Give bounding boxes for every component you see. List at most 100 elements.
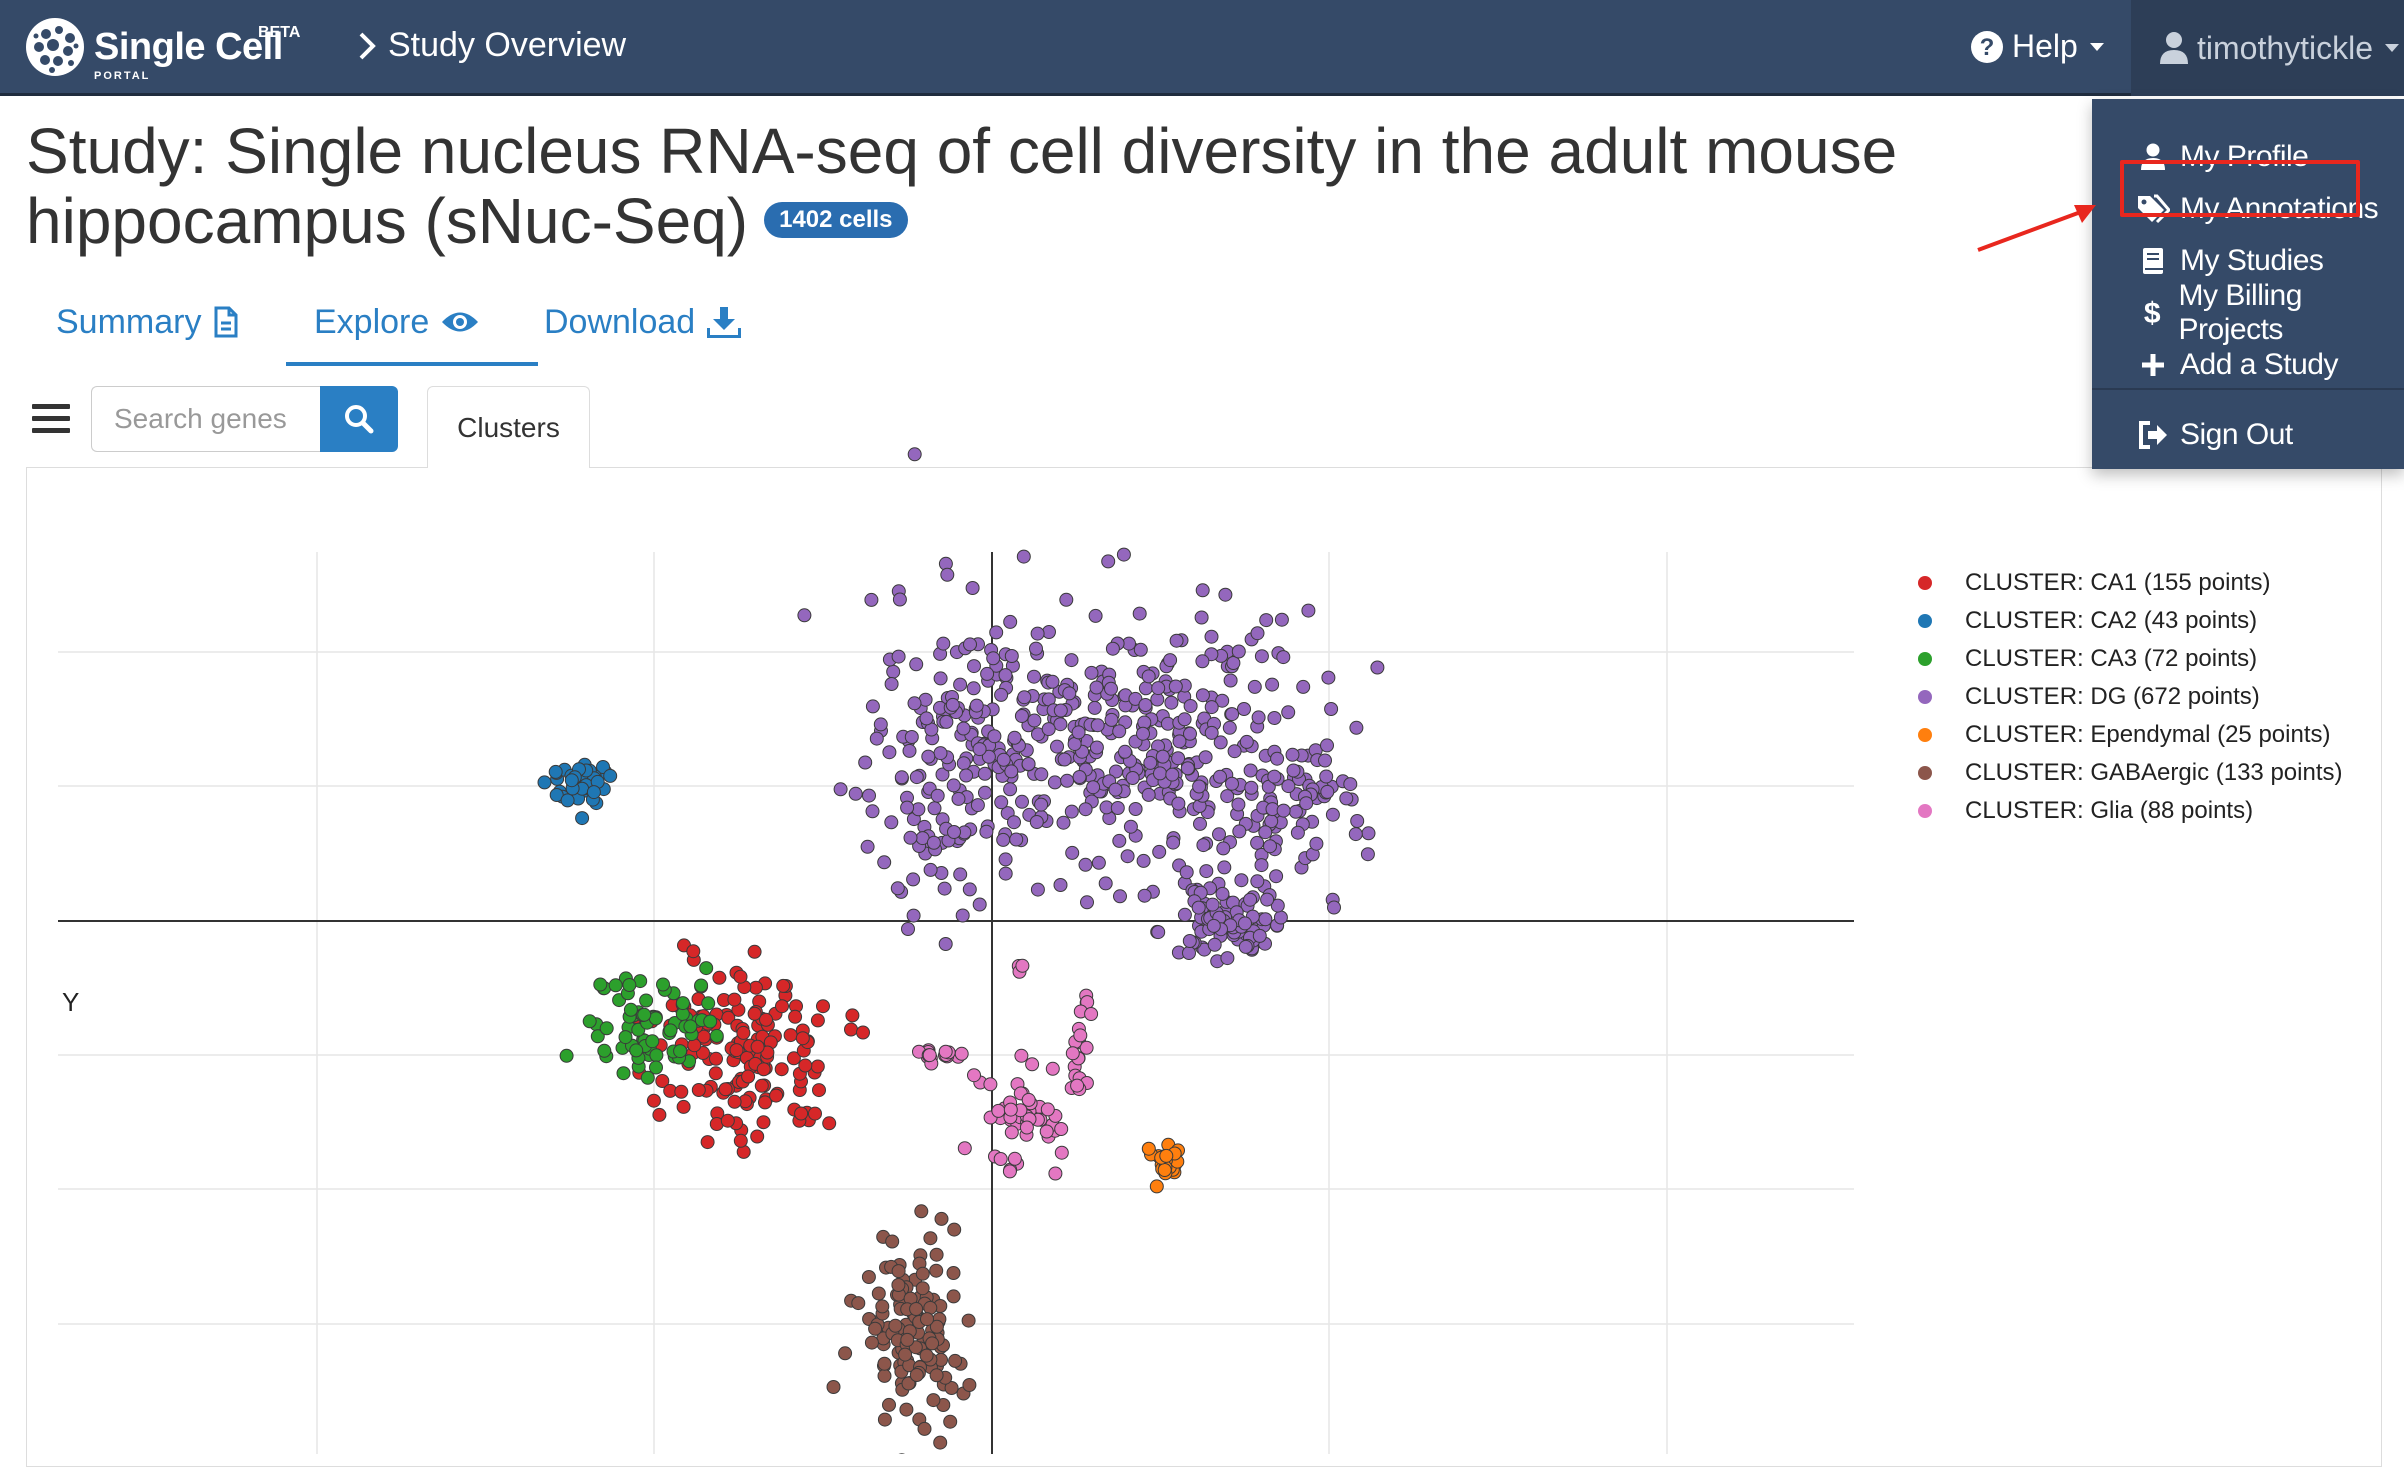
data-point bbox=[973, 743, 986, 756]
data-point bbox=[907, 873, 920, 886]
data-point bbox=[1361, 848, 1374, 861]
data-point bbox=[947, 779, 960, 792]
data-point bbox=[1079, 858, 1092, 871]
data-point bbox=[908, 448, 921, 461]
data-point bbox=[1239, 940, 1252, 953]
data-point bbox=[1105, 682, 1118, 695]
data-point bbox=[1351, 815, 1364, 828]
data-point bbox=[1054, 718, 1067, 731]
cluster-series[interactable] bbox=[913, 959, 1098, 1180]
cluster-series[interactable] bbox=[560, 962, 723, 1085]
cluster-series[interactable] bbox=[798, 448, 1384, 968]
data-point bbox=[1251, 836, 1264, 849]
data-point bbox=[1003, 1165, 1016, 1178]
data-point bbox=[1055, 1146, 1068, 1159]
legend-item[interactable]: CLUSTER: Ependymal (25 points) bbox=[1918, 716, 2330, 754]
data-point bbox=[799, 1059, 812, 1072]
data-point bbox=[941, 568, 954, 581]
data-point bbox=[903, 744, 916, 757]
data-point bbox=[1005, 650, 1018, 663]
data-point bbox=[1300, 797, 1313, 810]
data-point bbox=[957, 722, 970, 735]
data-point bbox=[968, 1069, 981, 1082]
data-point bbox=[641, 1071, 654, 1084]
data-point bbox=[1022, 758, 1035, 771]
data-point bbox=[1193, 780, 1206, 793]
data-point bbox=[1004, 1103, 1017, 1116]
tab-clusters[interactable]: Clusters bbox=[427, 386, 590, 468]
data-point bbox=[1255, 859, 1268, 872]
data-point bbox=[1035, 798, 1048, 811]
menu-item-sign-out[interactable]: Sign Out bbox=[2136, 409, 2293, 461]
data-point bbox=[646, 1035, 659, 1048]
data-point bbox=[979, 786, 992, 799]
data-point bbox=[1223, 721, 1236, 734]
data-point bbox=[1121, 850, 1134, 863]
data-point bbox=[538, 776, 551, 789]
data-point bbox=[728, 993, 741, 1006]
data-point bbox=[1106, 642, 1119, 655]
legend-item[interactable]: CLUSTER: CA1 (155 points) bbox=[1918, 564, 2270, 602]
data-point bbox=[1274, 911, 1287, 924]
data-point bbox=[930, 1248, 943, 1261]
data-point bbox=[755, 1079, 768, 1092]
data-point bbox=[1180, 866, 1193, 879]
data-point bbox=[1040, 1125, 1053, 1138]
svg-text:$: $ bbox=[2144, 298, 2161, 328]
legend-marker bbox=[1918, 652, 1932, 666]
data-point bbox=[1160, 1149, 1173, 1162]
menu-item-billing-projects[interactable]: $ My Billing Projects bbox=[2136, 287, 2404, 339]
legend-item[interactable]: CLUSTER: Glia (88 points) bbox=[1918, 792, 2253, 830]
data-point bbox=[649, 1012, 662, 1025]
data-point bbox=[966, 582, 979, 595]
data-point bbox=[1197, 839, 1210, 852]
data-point bbox=[1158, 1164, 1171, 1177]
data-point bbox=[1071, 1079, 1084, 1092]
cluster-series[interactable] bbox=[538, 758, 617, 824]
legend-item[interactable]: CLUSTER: CA2 (43 points) bbox=[1918, 602, 2257, 640]
data-point bbox=[955, 1047, 968, 1060]
data-point bbox=[1328, 901, 1341, 914]
data-point bbox=[1144, 756, 1157, 769]
legend-marker bbox=[1918, 690, 1932, 704]
cluster-series[interactable] bbox=[1142, 1138, 1184, 1193]
data-point bbox=[934, 747, 947, 760]
data-point bbox=[719, 1083, 732, 1096]
data-point bbox=[1091, 719, 1104, 732]
data-point bbox=[905, 731, 918, 744]
data-point bbox=[687, 945, 700, 958]
data-point bbox=[863, 789, 876, 802]
data-point bbox=[1142, 788, 1155, 801]
data-point bbox=[921, 1313, 934, 1326]
cluster-series[interactable] bbox=[827, 1205, 976, 1454]
annotation-arrow-icon bbox=[1970, 195, 2110, 255]
data-point bbox=[865, 593, 878, 606]
data-point bbox=[1282, 780, 1295, 793]
data-point bbox=[1208, 938, 1221, 951]
legend-item[interactable]: CLUSTER: CA3 (72 points) bbox=[1918, 640, 2257, 678]
data-point bbox=[1085, 1008, 1098, 1021]
data-point bbox=[676, 997, 689, 1010]
data-point bbox=[1010, 833, 1023, 846]
data-point bbox=[876, 1300, 889, 1313]
data-point bbox=[910, 771, 923, 784]
data-point bbox=[995, 688, 1008, 701]
data-point bbox=[1200, 865, 1213, 878]
data-point bbox=[1205, 726, 1218, 739]
data-point bbox=[1028, 714, 1041, 727]
data-point bbox=[710, 1029, 723, 1042]
data-point bbox=[1268, 712, 1281, 725]
data-point bbox=[910, 1369, 923, 1382]
legend-item[interactable]: CLUSTER: DG (672 points) bbox=[1918, 678, 2260, 716]
data-point bbox=[674, 1045, 687, 1058]
legend-item[interactable]: CLUSTER: GABAergic (133 points) bbox=[1918, 754, 2342, 792]
data-point bbox=[1060, 593, 1073, 606]
data-point bbox=[549, 765, 562, 778]
data-point bbox=[963, 883, 976, 896]
data-point bbox=[999, 669, 1012, 682]
data-point bbox=[623, 979, 636, 992]
cluster-series[interactable] bbox=[630, 939, 870, 1159]
data-point bbox=[1031, 627, 1044, 640]
menu-item-add-study[interactable]: Add a Study bbox=[2136, 339, 2338, 391]
data-point bbox=[1228, 745, 1241, 758]
